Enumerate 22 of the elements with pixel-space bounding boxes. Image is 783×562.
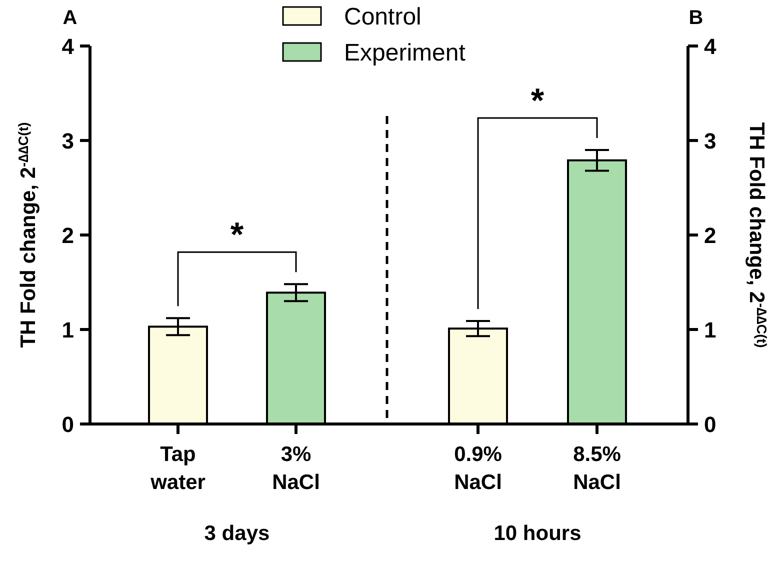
- y-tick-label: 4: [62, 34, 75, 59]
- y-tick-label: 2: [62, 222, 74, 248]
- legend-label: Experiment: [344, 40, 466, 67]
- y2-tick-label: 3: [704, 128, 716, 154]
- y2-tick-label: 4: [704, 34, 717, 59]
- annotation: *: [530, 82, 545, 120]
- x-tick-label: 8.5% NaCl: [573, 443, 622, 494]
- text: A: [62, 7, 78, 29]
- y-tick-label: 3: [62, 128, 74, 154]
- y2-tick-label: 1: [704, 317, 716, 342]
- y2-tick-label: 2: [704, 222, 716, 248]
- x-axis-title: 10 hours: [494, 522, 582, 545]
- y-tick-label: 1: [62, 317, 74, 342]
- text: B: [688, 7, 704, 29]
- x-axis-title: 3 days: [204, 522, 270, 545]
- legend-label: Control: [344, 4, 422, 31]
- x-tick-label: 3% NaCl: [272, 443, 320, 494]
- x-tick-label: Tap water: [150, 443, 206, 494]
- x-tick-label: 0.9% NaCl: [454, 443, 502, 494]
- y-tick-label: 0: [62, 412, 74, 437]
- y2-tick-label: 0: [704, 412, 716, 437]
- annotation: *: [230, 216, 244, 254]
